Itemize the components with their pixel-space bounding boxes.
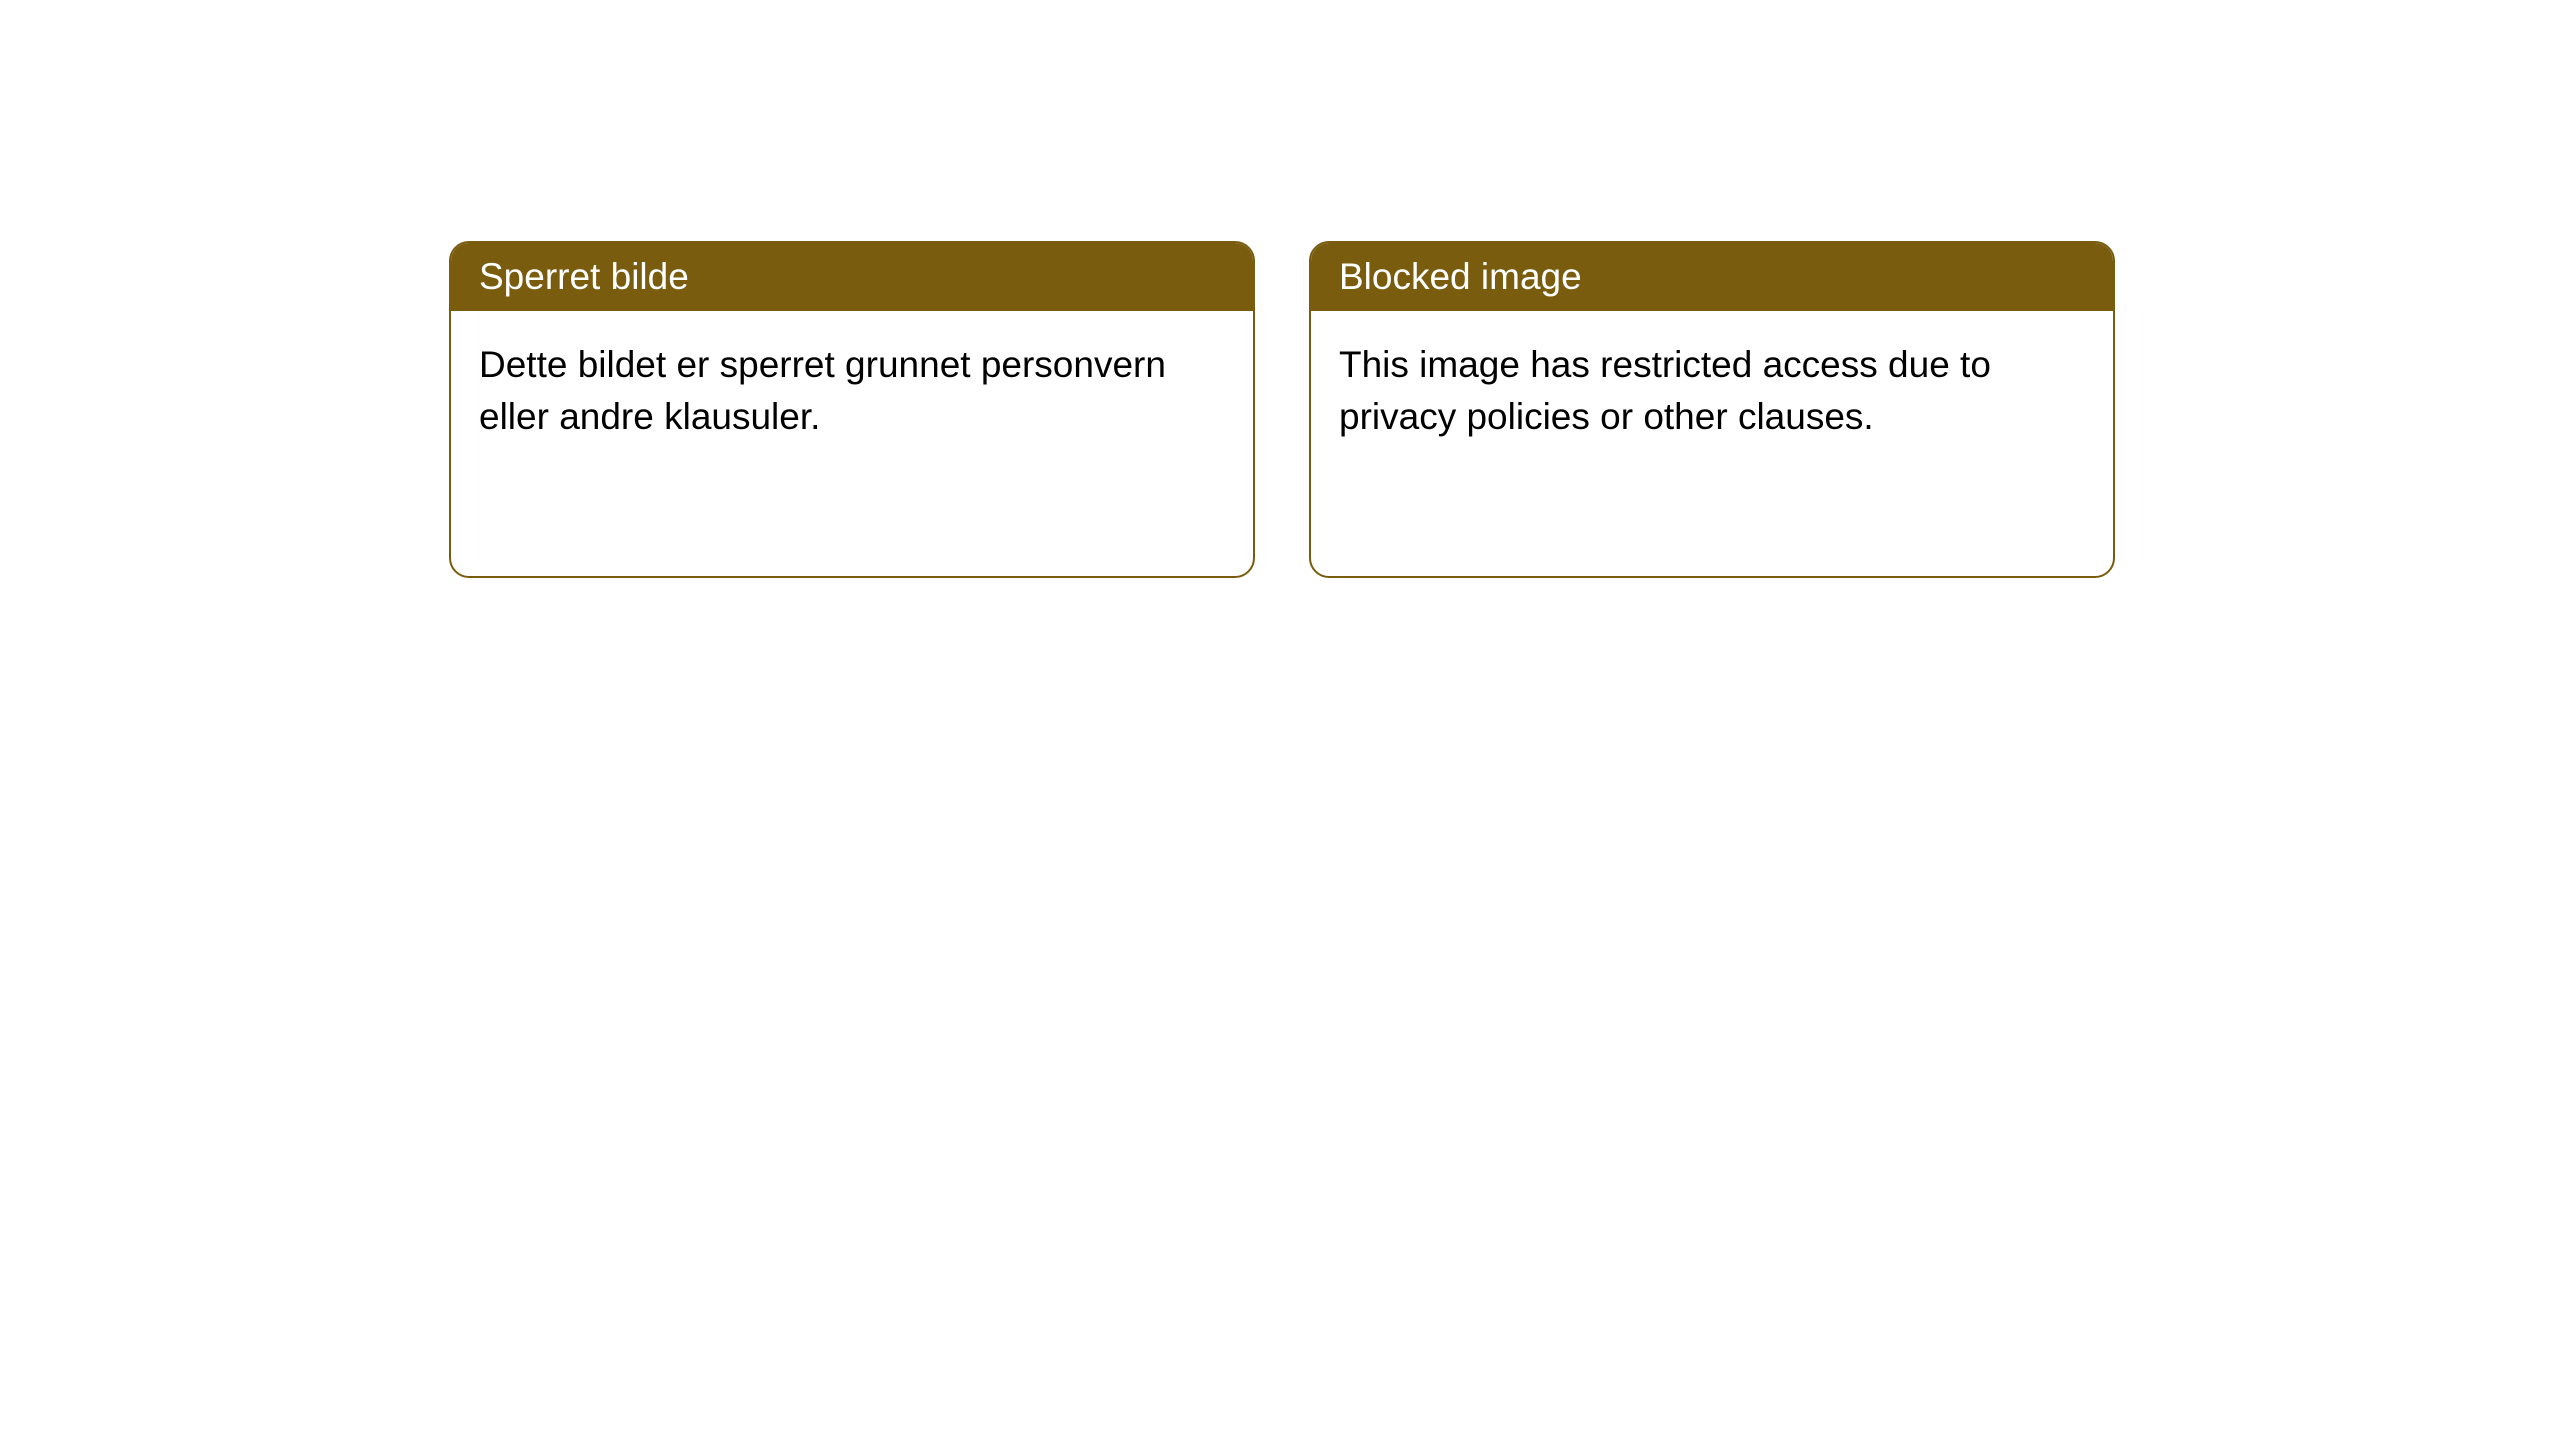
notice-card-norwegian: Sperret bilde Dette bildet er sperret gr… [449,241,1255,578]
notice-container: Sperret bilde Dette bildet er sperret gr… [0,0,2560,578]
notice-header: Sperret bilde [451,243,1253,311]
notice-card-english: Blocked image This image has restricted … [1309,241,2115,578]
notice-body: Dette bildet er sperret grunnet personve… [451,311,1253,471]
notice-header: Blocked image [1311,243,2113,311]
notice-body: This image has restricted access due to … [1311,311,2113,471]
